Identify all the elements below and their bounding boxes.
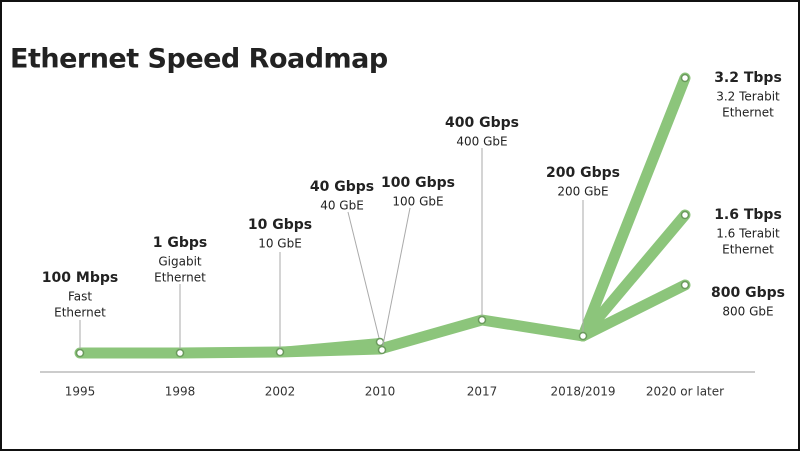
leader-line [381, 207, 411, 351]
speed-label: 40 Gbps [310, 179, 374, 195]
node [175, 348, 185, 358]
detail-label: 200 GbE [557, 185, 608, 199]
detail-label: 40 GbE [320, 199, 364, 213]
detail-label: 3.2 Terabit [716, 90, 780, 104]
speed-label: 10 Gbps [248, 217, 312, 233]
detail-label: Fast [68, 290, 92, 304]
node [578, 331, 588, 341]
detail-label: Gigabit [158, 255, 202, 269]
node [75, 348, 85, 358]
detail-label: 1.6 Terabit [716, 227, 780, 241]
leader-line [347, 211, 381, 343]
speed-label: 100 Gbps [381, 175, 455, 191]
node [377, 345, 387, 355]
node [680, 280, 690, 290]
detail-label: 10 GbE [258, 237, 302, 251]
band [276, 338, 384, 355]
node [275, 347, 285, 357]
detail-label: 800 GbE [722, 305, 773, 319]
node [375, 337, 385, 347]
x-label: 2002 [265, 385, 296, 399]
speed-label: 3.2 Tbps [714, 70, 782, 86]
node [680, 210, 690, 220]
detail-label: 400 GbE [456, 135, 507, 149]
x-label: 2018/2019 [550, 385, 615, 399]
detail-label: Ethernet [154, 271, 206, 285]
x-label: 2020 or later [646, 385, 724, 399]
detail-label: Ethernet [722, 243, 774, 257]
speed-label: 200 Gbps [546, 165, 620, 181]
title: Ethernet Speed Roadmap [10, 44, 388, 75]
detail-label: Ethernet [722, 106, 774, 120]
x-label: 2010 [365, 385, 396, 399]
band [577, 209, 691, 342]
x-label: 2017 [467, 385, 498, 399]
band [577, 279, 691, 342]
detail-label: Ethernet [54, 306, 106, 320]
node [477, 315, 487, 325]
x-label: 1995 [65, 385, 96, 399]
speed-label: 400 Gbps [445, 115, 519, 131]
speed-label: 800 Gbps [711, 285, 785, 301]
node [680, 73, 690, 83]
x-label: 1998 [165, 385, 196, 399]
speed-label: 100 Mbps [42, 270, 118, 286]
detail-label: 100 GbE [392, 195, 443, 209]
speed-label: 1.6 Tbps [714, 207, 782, 223]
speed-label: 1 Gbps [153, 235, 207, 251]
